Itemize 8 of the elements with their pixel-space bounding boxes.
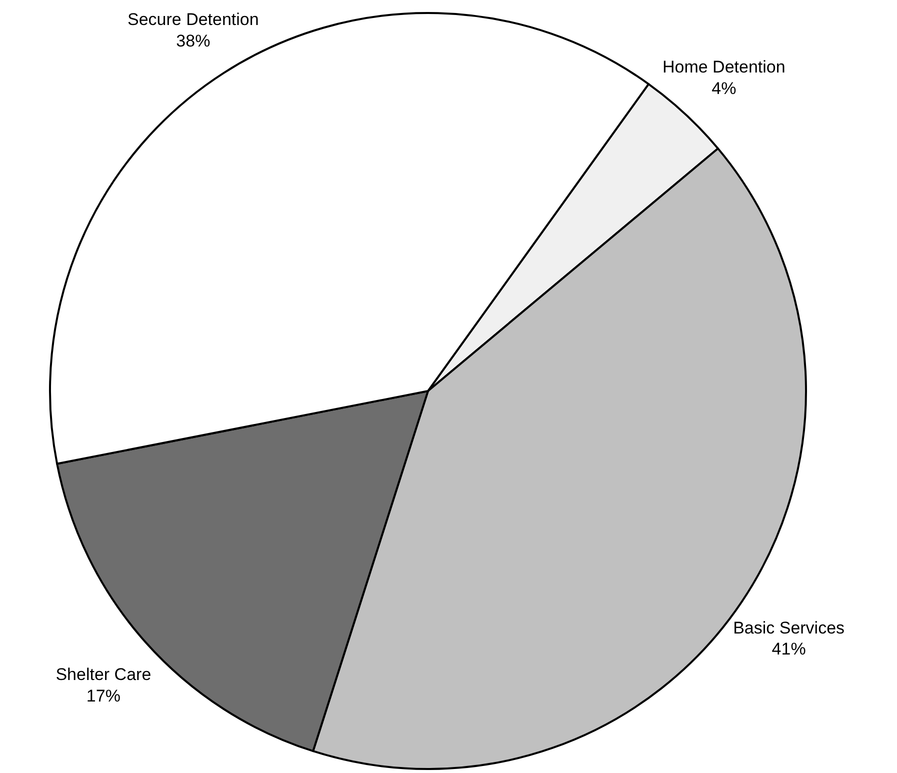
data-label: 38%: [176, 31, 210, 50]
data-label: 41%: [772, 640, 806, 659]
slice-label: Home Detention: [662, 58, 786, 77]
data-label: 17%: [86, 686, 120, 706]
slice-label: Secure Detention: [127, 10, 259, 30]
data-label: 4%: [712, 78, 736, 98]
slice-label: Basic Services: [733, 618, 845, 638]
slice-label: Shelter Care: [56, 665, 152, 684]
